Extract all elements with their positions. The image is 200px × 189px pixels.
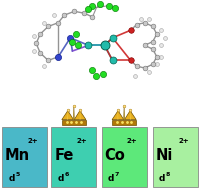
Polygon shape	[112, 111, 123, 120]
Text: 5: 5	[15, 172, 20, 177]
Text: 2+: 2+	[177, 138, 188, 144]
Text: d: d	[8, 174, 15, 183]
Text: 2+: 2+	[27, 138, 38, 144]
Polygon shape	[67, 111, 68, 120]
Text: Mn: Mn	[5, 148, 30, 163]
FancyBboxPatch shape	[152, 127, 197, 187]
Polygon shape	[123, 107, 124, 120]
Text: Fe: Fe	[54, 148, 73, 163]
Text: d: d	[107, 174, 114, 183]
Text: 2+: 2+	[126, 138, 137, 144]
Polygon shape	[124, 111, 136, 120]
Text: Ni: Ni	[155, 148, 172, 163]
Polygon shape	[74, 111, 86, 120]
FancyBboxPatch shape	[51, 127, 96, 187]
Text: d: d	[158, 174, 165, 183]
Polygon shape	[129, 111, 130, 120]
Polygon shape	[112, 120, 136, 125]
Polygon shape	[62, 120, 86, 125]
Polygon shape	[73, 107, 74, 120]
Polygon shape	[73, 107, 74, 120]
Text: 2+: 2+	[76, 138, 87, 144]
FancyBboxPatch shape	[2, 127, 47, 187]
Text: Co: Co	[104, 148, 125, 163]
Polygon shape	[79, 111, 80, 120]
Text: 7: 7	[114, 172, 119, 177]
Polygon shape	[117, 111, 118, 120]
Polygon shape	[62, 111, 73, 120]
Polygon shape	[123, 107, 124, 120]
Text: d: d	[57, 174, 64, 183]
FancyBboxPatch shape	[101, 127, 146, 187]
Text: 6: 6	[64, 172, 69, 177]
Text: 8: 8	[165, 172, 170, 177]
